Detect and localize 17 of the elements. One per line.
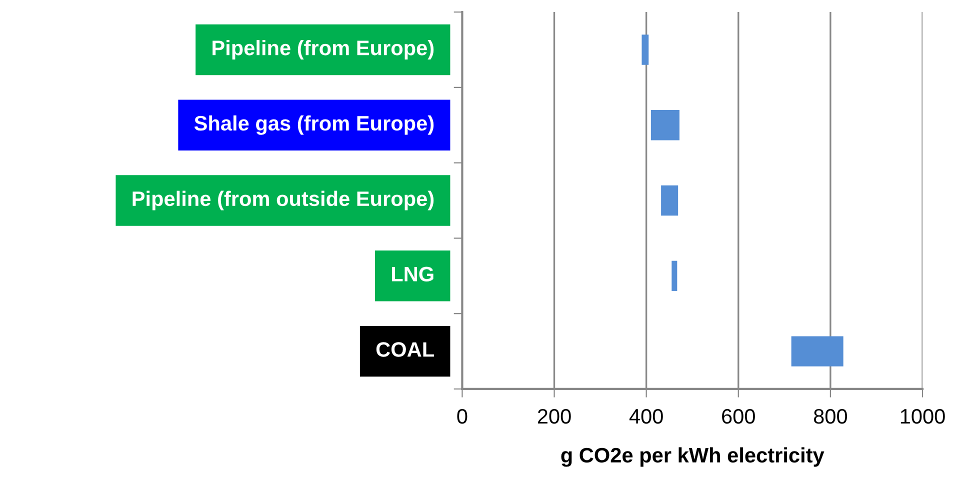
x-tick-label: 800 <box>814 408 848 424</box>
x-tick-label: 200 <box>538 408 571 424</box>
bar <box>791 336 844 366</box>
bar <box>661 185 678 216</box>
y-tick-label: Pipeline (from Europe) <box>212 40 434 60</box>
x-tick-label: 600 <box>722 408 755 424</box>
bar <box>650 110 680 140</box>
y-tick-label: Shale gas (from Europe) <box>194 115 434 135</box>
x-tick-label: 1000 <box>900 408 945 424</box>
y-tick-label: COAL <box>376 342 434 357</box>
x-tick-label: 0 <box>457 408 468 424</box>
x-tick-label: 400 <box>629 408 663 424</box>
bar <box>642 34 649 65</box>
bar <box>672 260 678 291</box>
x-axis-title: g CO2e per kWh electricity <box>561 447 824 467</box>
y-tick-label: LNG <box>392 266 434 282</box>
y-tick-label: Pipeline (from outside Europe) <box>132 190 434 210</box>
